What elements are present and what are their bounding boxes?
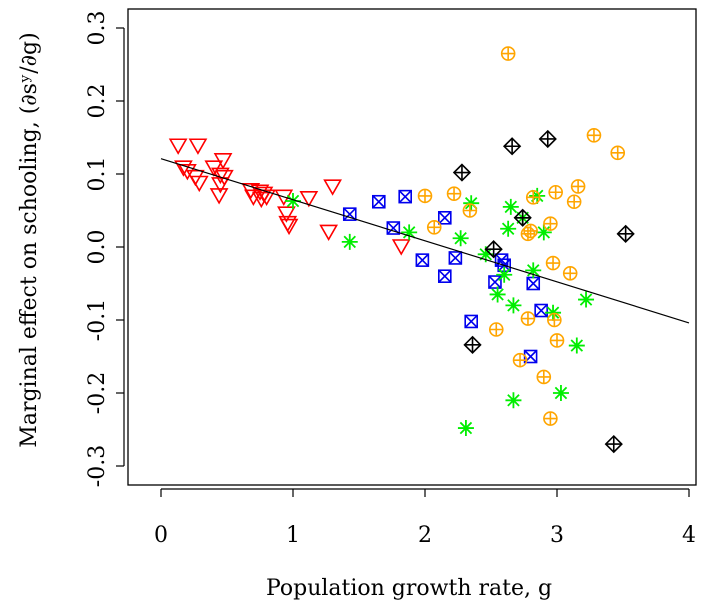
asterisk-marker	[502, 198, 519, 215]
circle-plus-marker	[610, 145, 626, 161]
y-tick-label: -0.1	[85, 299, 110, 341]
circle-plus-marker	[570, 179, 586, 194]
circle-plus-marker	[562, 265, 578, 281]
asterisk-marker	[505, 297, 522, 314]
square-x-marker	[437, 211, 452, 225]
triangle-down-marker	[299, 191, 319, 208]
y-tick-label: 0.1	[85, 157, 110, 192]
diamond-plus-marker	[616, 224, 635, 243]
circle-plus-marker	[488, 322, 504, 337]
plot-frame	[127, 8, 697, 486]
y-tick-label: -0.3	[85, 445, 110, 487]
y-tick-label: -0.2	[85, 372, 110, 414]
circle-plus-marker	[549, 333, 565, 348]
triangle-down-marker	[188, 138, 208, 155]
circle-plus-marker	[512, 352, 528, 368]
asterisk-marker	[463, 195, 480, 212]
square-x-marker	[526, 276, 541, 291]
x-tick-label: 0	[154, 523, 168, 548]
circle-plus-marker	[566, 194, 582, 210]
square-x-marker	[415, 253, 430, 267]
square-x-marker	[371, 194, 386, 209]
diamond-plus-marker	[452, 163, 472, 182]
circle-plus-marker	[426, 219, 442, 235]
square-x-marker	[534, 303, 548, 318]
triangle-down-marker	[209, 188, 229, 205]
asterisk-marker	[401, 224, 418, 241]
asterisk-marker	[568, 337, 585, 354]
circle-plus-marker	[545, 255, 561, 271]
circle-plus-marker	[523, 223, 538, 239]
asterisk-marker	[341, 233, 358, 250]
circle-plus-marker	[543, 411, 558, 426]
x-tick-label: 3	[550, 523, 564, 548]
x-tick-label: 1	[286, 523, 300, 548]
diamond-plus-marker	[604, 434, 623, 454]
circle-plus-marker	[548, 184, 563, 200]
circle-plus-marker	[547, 312, 562, 328]
triangle-down-marker	[244, 189, 263, 206]
circle-plus-marker	[500, 46, 516, 61]
y-axis-title: Marginal effect on schooling, (∂sʸ/∂g)	[17, 32, 42, 447]
trend-line	[160, 158, 690, 324]
asterisk-marker	[500, 220, 517, 237]
triangle-down-marker	[319, 224, 339, 242]
y-tick-label: 0.0	[85, 230, 110, 265]
triangle-down-marker	[274, 189, 294, 206]
triangle-down-marker	[178, 164, 197, 181]
y-tick-label: 0.3	[85, 11, 110, 46]
asterisk-marker	[552, 385, 569, 401]
square-x-marker	[437, 269, 452, 284]
y-axis: -0.3 -0.2 -0.1 0.0 0.1 0.2 0.3	[85, 11, 125, 487]
triangle-down-marker	[211, 177, 230, 194]
x-axis: 0 1 2 3 4	[154, 488, 696, 548]
triangle-down-marker	[323, 179, 342, 196]
x-tick-label: 4	[682, 523, 696, 548]
square-x-marker	[448, 251, 463, 265]
diamond-plus-marker	[538, 129, 557, 149]
asterisk-marker	[545, 304, 562, 321]
x-axis-title: Population growth rate, g	[266, 576, 552, 601]
asterisk-marker	[457, 420, 474, 437]
y-tick-label: 0.2	[85, 84, 110, 119]
diamond-plus-marker	[502, 137, 522, 156]
triangle-down-marker	[168, 138, 188, 155]
triangle-down-marker	[251, 191, 271, 209]
triangle-down-marker	[174, 160, 193, 177]
circle-plus-marker	[536, 369, 552, 385]
circle-plus-marker	[520, 226, 536, 242]
asterisk-marker	[452, 230, 469, 247]
asterisk-marker	[477, 246, 494, 263]
data-points	[168, 46, 635, 454]
circle-plus-marker	[586, 128, 602, 143]
diamond-plus-marker	[463, 335, 482, 354]
asterisk-marker	[529, 187, 546, 204]
circle-plus-marker	[446, 186, 462, 202]
asterisk-marker	[489, 286, 506, 303]
circle-plus-marker	[520, 311, 536, 326]
x-tick-label: 2	[418, 523, 432, 548]
triangle-down-marker	[257, 189, 276, 206]
circle-plus-marker	[543, 216, 558, 231]
triangle-down-marker	[279, 218, 299, 236]
circle-plus-marker	[417, 188, 433, 204]
square-x-marker	[464, 314, 479, 329]
asterisk-marker	[505, 392, 522, 409]
circle-plus-marker	[462, 203, 478, 218]
diamond-plus-marker	[513, 208, 532, 227]
asterisk-marker	[535, 224, 552, 241]
triangle-down-marker	[213, 153, 233, 170]
triangle-down-marker	[189, 175, 209, 193]
square-x-marker	[398, 189, 413, 204]
asterisk-marker	[578, 291, 595, 308]
asterisk-marker	[525, 262, 542, 279]
asterisk-marker	[496, 266, 513, 283]
diamond-plus-marker	[484, 240, 503, 259]
asterisk-marker	[285, 193, 301, 210]
circle-plus-marker	[525, 190, 541, 205]
triangle-down-marker	[277, 206, 296, 223]
square-x-marker	[488, 275, 502, 289]
triangle-down-marker	[391, 239, 411, 256]
